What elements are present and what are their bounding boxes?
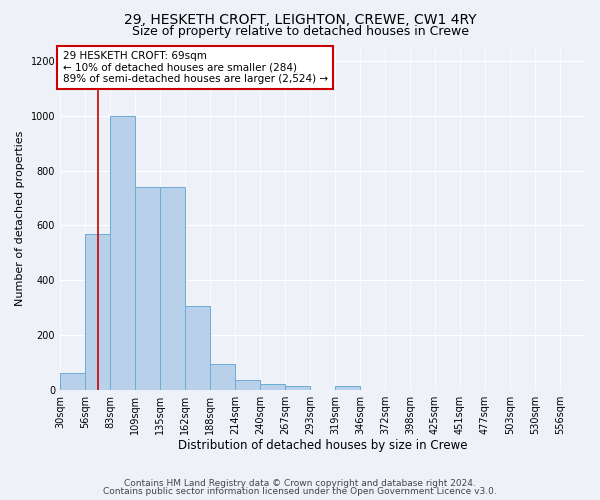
Text: 29, HESKETH CROFT, LEIGHTON, CREWE, CW1 4RY: 29, HESKETH CROFT, LEIGHTON, CREWE, CW1 … (124, 12, 476, 26)
Bar (185, 306, 210, 390)
Bar (335, 386, 360, 390)
Bar (285, 386, 310, 390)
Bar (85, 234, 110, 390)
Bar (235, 380, 260, 390)
Text: Contains public sector information licensed under the Open Government Licence v3: Contains public sector information licen… (103, 487, 497, 496)
Bar (260, 384, 285, 390)
X-axis label: Distribution of detached houses by size in Crewe: Distribution of detached houses by size … (178, 440, 467, 452)
Y-axis label: Number of detached properties: Number of detached properties (15, 131, 25, 306)
Bar (60, 374, 85, 390)
Text: Size of property relative to detached houses in Crewe: Size of property relative to detached ho… (131, 25, 469, 38)
Bar (135, 187, 160, 390)
Bar (160, 187, 185, 390)
Text: 29 HESKETH CROFT: 69sqm
← 10% of detached houses are smaller (284)
89% of semi-d: 29 HESKETH CROFT: 69sqm ← 10% of detache… (62, 51, 328, 84)
Bar (110, 116, 135, 390)
Bar (210, 364, 235, 390)
Text: Contains HM Land Registry data © Crown copyright and database right 2024.: Contains HM Land Registry data © Crown c… (124, 478, 476, 488)
